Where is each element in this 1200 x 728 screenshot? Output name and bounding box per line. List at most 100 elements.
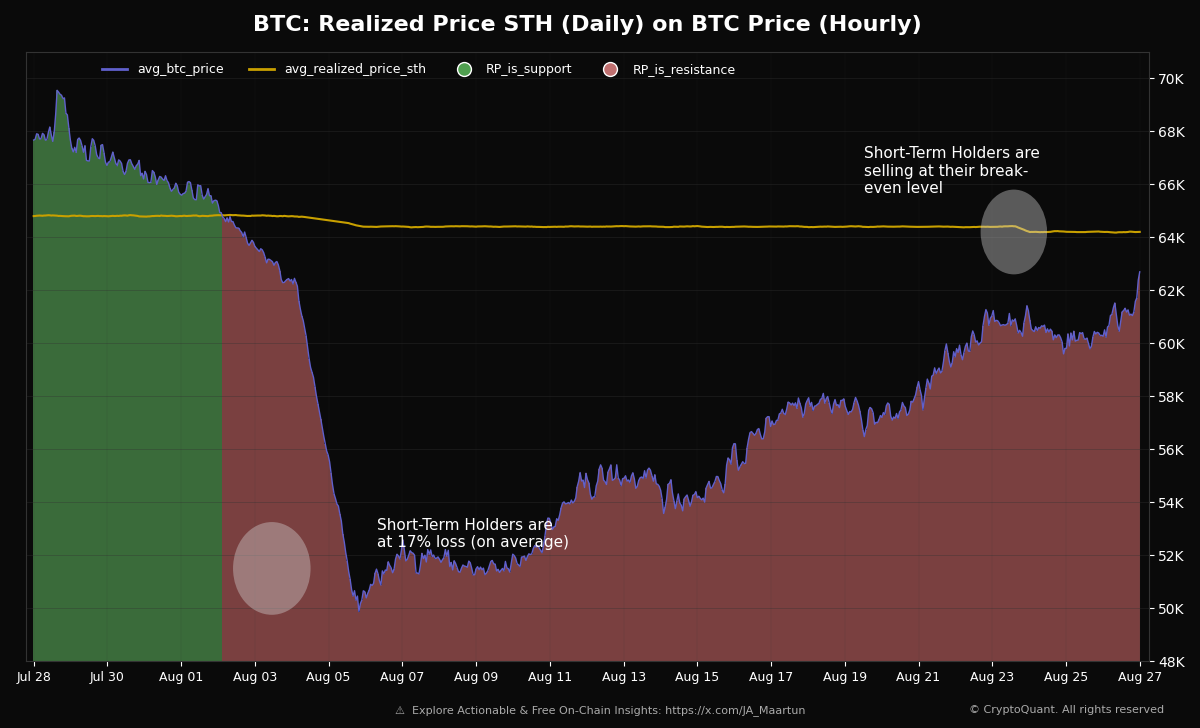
Bar — [149, 183, 150, 661]
Bar — [414, 555, 415, 661]
Bar — [481, 570, 482, 661]
Bar — [952, 363, 953, 661]
Bar — [752, 433, 754, 661]
Bar — [347, 561, 348, 661]
Bar — [857, 400, 858, 661]
Bar — [377, 574, 379, 661]
Bar — [844, 399, 845, 661]
Bar — [1070, 333, 1072, 661]
Bar — [482, 568, 484, 661]
Bar — [804, 414, 805, 661]
Bar — [601, 468, 602, 661]
Bar — [880, 416, 881, 661]
Bar — [469, 563, 470, 661]
Bar — [415, 573, 416, 661]
Bar — [623, 478, 625, 661]
Bar — [970, 352, 971, 661]
Bar — [910, 410, 911, 661]
Bar — [204, 197, 206, 661]
Bar — [834, 400, 835, 661]
Bar — [718, 477, 719, 661]
Bar — [662, 513, 665, 661]
Bar — [95, 146, 96, 661]
Bar — [818, 403, 820, 661]
Bar — [180, 194, 181, 661]
Bar — [786, 409, 787, 661]
Bar — [726, 465, 727, 661]
Bar — [966, 343, 967, 661]
Bar — [620, 486, 622, 661]
Bar — [322, 428, 323, 661]
Bar — [840, 400, 841, 661]
Bar — [606, 485, 607, 661]
Bar — [757, 430, 758, 661]
Bar — [61, 95, 62, 661]
Bar — [1109, 325, 1110, 661]
Bar — [467, 567, 468, 661]
Bar — [432, 557, 433, 661]
Bar — [550, 523, 552, 661]
Bar — [552, 529, 553, 661]
Bar — [648, 468, 649, 661]
Bar — [881, 417, 883, 661]
Bar — [188, 181, 190, 661]
Bar — [457, 571, 460, 661]
Bar — [83, 152, 84, 661]
Bar — [254, 247, 256, 661]
Bar — [972, 331, 973, 661]
Bar — [107, 165, 108, 661]
Bar — [1001, 325, 1003, 661]
Bar — [890, 416, 892, 661]
Bar — [419, 574, 420, 661]
Bar — [522, 557, 523, 661]
Bar — [247, 243, 248, 661]
Bar — [184, 193, 185, 661]
Bar — [904, 406, 905, 661]
Bar — [433, 555, 434, 661]
Bar — [505, 561, 506, 661]
Bar — [773, 424, 774, 661]
Bar — [122, 171, 124, 661]
Bar — [980, 341, 983, 661]
Bar — [138, 160, 140, 661]
Bar — [1074, 341, 1076, 661]
Bar — [808, 397, 809, 661]
Bar — [526, 561, 527, 661]
Bar — [496, 571, 497, 661]
Bar — [984, 317, 985, 661]
Bar — [612, 480, 613, 661]
Bar — [971, 337, 972, 661]
Bar — [397, 556, 400, 661]
Bar — [647, 470, 648, 661]
Bar — [475, 569, 476, 661]
Bar — [600, 465, 601, 661]
Bar — [973, 335, 974, 661]
Bar — [200, 186, 202, 661]
Bar — [413, 553, 414, 661]
Bar — [707, 485, 708, 661]
Bar — [809, 406, 811, 661]
Bar — [371, 585, 373, 661]
Bar — [253, 242, 254, 661]
Bar — [174, 188, 175, 661]
Bar — [596, 481, 599, 661]
Ellipse shape — [233, 522, 311, 615]
Bar — [390, 568, 392, 661]
Bar — [283, 282, 284, 661]
Bar — [72, 152, 74, 661]
Bar — [853, 403, 854, 661]
Bar — [961, 360, 964, 661]
Bar — [767, 416, 768, 661]
Bar — [833, 404, 834, 661]
Bar — [242, 237, 244, 661]
Bar — [548, 518, 550, 661]
Bar — [758, 429, 760, 661]
Bar — [340, 514, 341, 661]
Bar — [1091, 347, 1092, 661]
Bar — [618, 478, 619, 661]
Bar — [806, 400, 808, 661]
Bar — [244, 232, 245, 661]
Bar — [176, 186, 178, 661]
Bar — [356, 596, 358, 661]
Bar — [781, 409, 784, 661]
